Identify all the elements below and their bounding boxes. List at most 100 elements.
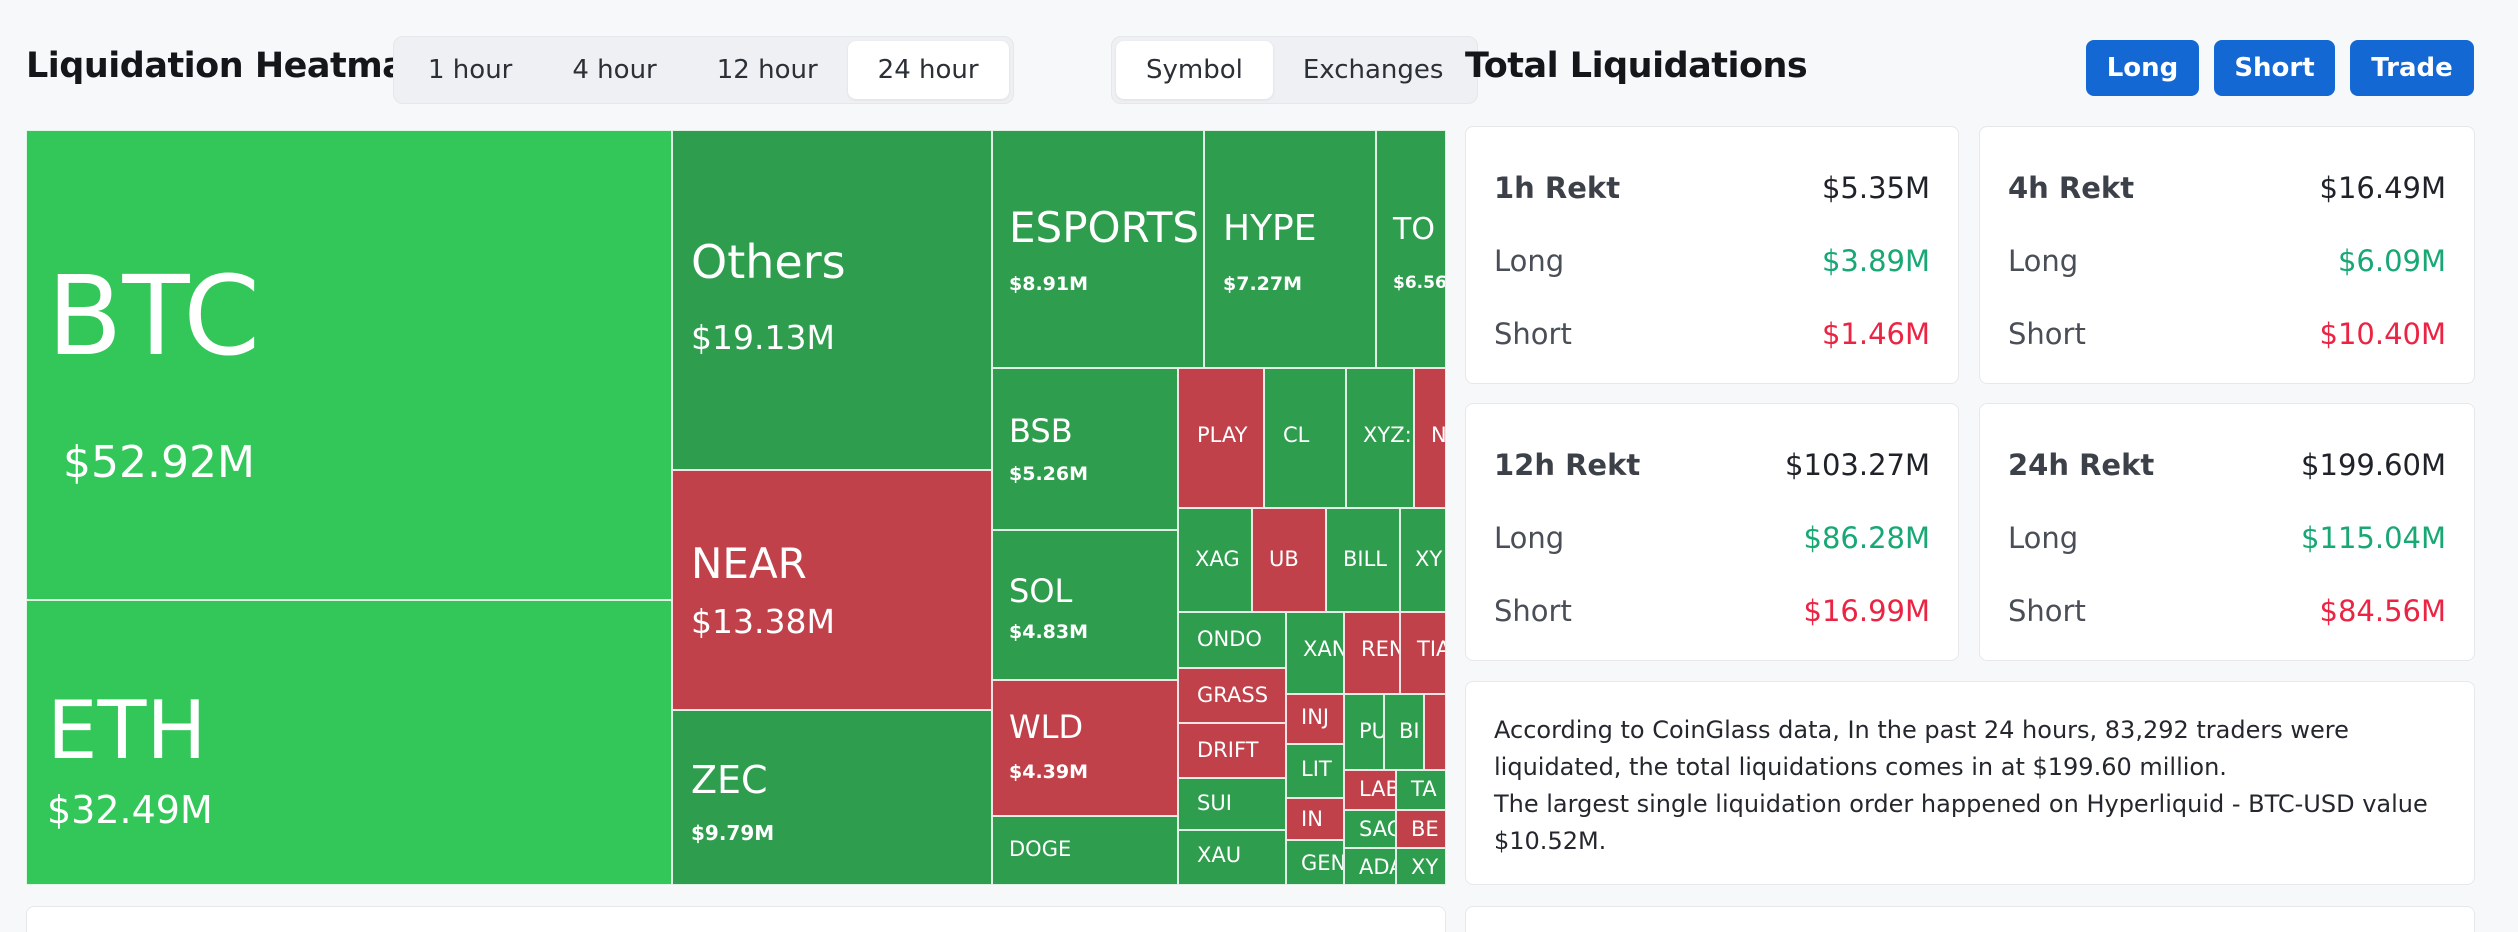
heatmap-title: Liquidation Heatmap xyxy=(26,46,430,86)
long-label: Long xyxy=(2008,521,2079,555)
cell-symbol: XY xyxy=(1411,855,1439,879)
heatmap-cell-play[interactable]: PLAY xyxy=(1178,368,1264,508)
time-range-selector: 1 hour 4 hour 12 hour 24 hour xyxy=(393,36,1014,104)
cell-symbol: ADA xyxy=(1359,855,1395,879)
heatmap-cell-near[interactable]: NEAR $13.38M xyxy=(672,470,992,710)
heatmap-cell-doge[interactable]: DOGE xyxy=(992,816,1178,885)
rekt-label: 12h Rekt xyxy=(1494,448,1641,482)
heatmap-cell-tia[interactable]: TIA xyxy=(1400,612,1446,694)
cell-symbol: UB xyxy=(1269,547,1299,571)
heatmap-cell-lit[interactable]: LIT xyxy=(1286,744,1344,798)
long-value: $86.28M xyxy=(1803,521,1931,555)
heatmap-cell-ta[interactable]: TA xyxy=(1396,770,1446,810)
rekt-card-1h: 1h Rekt $5.35M Long $3.89M Short $1.46M xyxy=(1465,126,1959,384)
short-label: Short xyxy=(1494,594,1572,628)
cell-value: $13.38M xyxy=(691,602,835,641)
cell-symbol: DOGE xyxy=(1009,837,1072,861)
rekt-card-12h: 12h Rekt $103.27M Long $86.28M Short $16.99… xyxy=(1465,403,1959,661)
heatmap-cell-ub[interactable]: UB xyxy=(1252,508,1326,612)
cell-symbol: REN xyxy=(1361,637,1399,661)
heatmap-cell-ada[interactable]: ADA xyxy=(1344,848,1396,885)
cell-symbol: TO xyxy=(1393,212,1435,247)
short-value: $10.40M xyxy=(2319,317,2447,351)
heatmap-cell-ni[interactable]: NI xyxy=(1414,368,1446,508)
heatmap-cell-sol[interactable]: SOL $4.83M xyxy=(992,530,1178,680)
cell-symbol: XAU xyxy=(1197,843,1242,867)
cell-symbol: INJ xyxy=(1301,705,1330,729)
cell-symbol: GEN xyxy=(1301,851,1344,875)
heatmap-cell-xan[interactable]: XAN xyxy=(1286,612,1344,694)
heatmap-cell-grass[interactable]: GRASS xyxy=(1178,668,1286,723)
heatmap-cell-xy[interactable]: XY xyxy=(1400,508,1446,612)
short-label: Short xyxy=(1494,317,1572,351)
cell-symbol: BSB xyxy=(1009,412,1073,450)
rekt-label: 24h Rekt xyxy=(2008,448,2155,482)
cell-symbol: BE xyxy=(1411,817,1439,841)
heatmap-cell-xyz[interactable]: XYZ: xyxy=(1346,368,1414,508)
cell-symbol: ZEC xyxy=(691,758,768,802)
heatmap-cell-unlabeled[interactable] xyxy=(1424,694,1446,770)
rekt-label: 4h Rekt xyxy=(2008,171,2135,205)
time-option-4h[interactable]: 4 hour xyxy=(572,55,657,85)
heatmap-cell-wld[interactable]: WLD $4.39M xyxy=(992,680,1178,816)
cell-symbol: ONDO xyxy=(1197,627,1262,651)
heatmap-cell-xy[interactable]: XY xyxy=(1396,848,1446,885)
trade-button[interactable]: Trade xyxy=(2350,40,2474,96)
long-label: Long xyxy=(1494,244,1565,278)
long-button[interactable]: Long xyxy=(2086,40,2199,96)
heatmap-cell-xag[interactable]: XAG xyxy=(1178,508,1252,612)
heatmap-cell-to[interactable]: TO $6.56 xyxy=(1376,130,1446,368)
heatmap-cell-bsb[interactable]: BSB $5.26M xyxy=(992,368,1178,530)
heatmap-cell-others[interactable]: Others $19.13M xyxy=(672,130,992,470)
cell-symbol: XYZ: xyxy=(1363,423,1412,447)
liquidation-treemap: BTC $52.92M ETH $32.49M Others $19.13M NEAR $13… xyxy=(26,130,1446,885)
cell-symbol: LIT xyxy=(1301,757,1332,781)
heatmap-cell-bill[interactable]: BILL xyxy=(1326,508,1400,612)
rekt-total: $5.35M xyxy=(1821,171,1930,205)
heatmap-cell-bi[interactable]: BI xyxy=(1384,694,1424,770)
cell-value: $4.83M xyxy=(1009,621,1089,643)
heatmap-cell-eth[interactable]: ETH $32.49M xyxy=(26,600,672,885)
cell-value: $52.92M xyxy=(63,437,255,488)
heatmap-cell-sui[interactable]: SUI xyxy=(1178,778,1286,830)
time-option-12h[interactable]: 12 hour xyxy=(716,55,818,85)
heatmap-cell-pu[interactable]: PU xyxy=(1344,694,1384,770)
heatmap-cell-ondo[interactable]: ONDO xyxy=(1178,612,1286,668)
heatmap-cell-in[interactable]: IN xyxy=(1286,798,1344,840)
heatmap-cell-be[interactable]: BE xyxy=(1396,810,1446,848)
cell-symbol: PLAY xyxy=(1197,423,1248,447)
short-value: $84.56M xyxy=(2319,594,2447,628)
heatmap-cell-ren[interactable]: REN xyxy=(1344,612,1400,694)
short-label: Short xyxy=(2008,594,2086,628)
cell-value: $8.91M xyxy=(1009,273,1089,295)
cell-symbol: HYPE xyxy=(1223,208,1317,249)
short-value: $16.99M xyxy=(1803,594,1931,628)
heatmap-cell-cl[interactable]: CL xyxy=(1264,368,1346,508)
cell-symbol: BTC xyxy=(47,252,261,380)
view-option-symbol[interactable]: Symbol xyxy=(1116,41,1273,99)
cell-value: $4.39M xyxy=(1009,761,1089,783)
view-option-exchanges[interactable]: Exchanges xyxy=(1302,55,1444,85)
time-option-24h[interactable]: 24 hour xyxy=(847,41,1009,99)
heatmap-cell-lab[interactable]: LAB xyxy=(1344,770,1396,810)
heatmap-cell-sag[interactable]: SAG xyxy=(1344,810,1396,848)
heatmap-cell-esports[interactable]: ESPORTS $8.91M xyxy=(992,130,1204,368)
cell-symbol: ESPORTS xyxy=(1009,203,1200,252)
heatmap-cell-inj[interactable]: INJ xyxy=(1286,694,1344,744)
cell-symbol: SUI xyxy=(1197,791,1232,815)
largest-order-text: The largest single liquidation order hap… xyxy=(1494,790,2428,855)
lower-panel-right xyxy=(1465,906,2475,932)
heatmap-cell-xau[interactable]: XAU xyxy=(1178,830,1286,885)
heatmap-cell-zec[interactable]: ZEC $9.79M xyxy=(672,710,992,885)
time-option-1h[interactable]: 1 hour xyxy=(428,55,513,85)
rekt-card-24h: 24h Rekt $199.60M Long $115.04M Short $84.5… xyxy=(1979,403,2475,661)
heatmap-cell-gen[interactable]: GEN xyxy=(1286,840,1344,885)
short-button[interactable]: Short xyxy=(2214,40,2335,96)
heatmap-cell-hype[interactable]: HYPE $7.27M xyxy=(1204,130,1376,368)
short-label: Short xyxy=(2008,317,2086,351)
cell-symbol: BI xyxy=(1399,719,1420,743)
heatmap-cell-drift[interactable]: DRIFT xyxy=(1178,723,1286,778)
heatmap-cell-btc[interactable]: BTC $52.92M xyxy=(26,130,672,600)
short-value: $1.46M xyxy=(1821,317,1930,351)
rekt-total: $103.27M xyxy=(1785,448,1930,482)
